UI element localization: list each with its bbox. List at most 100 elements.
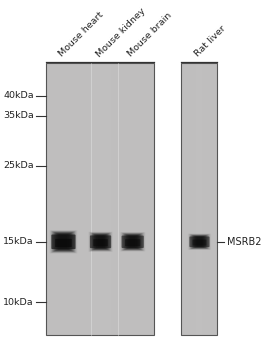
FancyBboxPatch shape: [189, 237, 210, 247]
Bar: [185, 63, 186, 335]
Bar: [70, 63, 72, 335]
FancyBboxPatch shape: [197, 237, 202, 246]
Bar: [186, 63, 187, 335]
FancyBboxPatch shape: [194, 236, 205, 247]
FancyBboxPatch shape: [130, 236, 136, 247]
FancyBboxPatch shape: [95, 234, 107, 249]
FancyBboxPatch shape: [193, 236, 206, 248]
Text: Mouse heart: Mouse heart: [57, 10, 105, 59]
FancyBboxPatch shape: [57, 234, 70, 250]
Bar: [139, 63, 141, 335]
FancyBboxPatch shape: [122, 233, 144, 251]
FancyBboxPatch shape: [129, 236, 136, 248]
Bar: [145, 63, 147, 335]
FancyBboxPatch shape: [191, 235, 208, 249]
FancyBboxPatch shape: [196, 237, 203, 247]
FancyBboxPatch shape: [92, 233, 109, 250]
FancyBboxPatch shape: [60, 235, 67, 248]
Bar: [93, 63, 96, 335]
Bar: [76, 63, 78, 335]
Bar: [115, 63, 117, 335]
Bar: [55, 63, 57, 335]
FancyBboxPatch shape: [190, 234, 209, 249]
FancyBboxPatch shape: [123, 233, 143, 251]
Bar: [152, 63, 154, 335]
Bar: [117, 63, 119, 335]
Bar: [213, 63, 214, 335]
Bar: [46, 63, 154, 335]
FancyBboxPatch shape: [124, 234, 141, 250]
FancyBboxPatch shape: [93, 234, 108, 250]
Bar: [199, 63, 200, 335]
Text: MSRB2: MSRB2: [227, 237, 261, 247]
Bar: [187, 63, 188, 335]
FancyBboxPatch shape: [98, 236, 103, 247]
FancyBboxPatch shape: [124, 233, 142, 250]
Bar: [181, 63, 217, 335]
FancyBboxPatch shape: [99, 237, 103, 247]
FancyBboxPatch shape: [96, 236, 105, 248]
FancyBboxPatch shape: [195, 236, 204, 247]
FancyBboxPatch shape: [196, 237, 203, 247]
Bar: [72, 63, 74, 335]
FancyBboxPatch shape: [92, 233, 109, 250]
FancyBboxPatch shape: [127, 235, 139, 248]
FancyBboxPatch shape: [91, 233, 110, 251]
Bar: [216, 63, 217, 335]
FancyBboxPatch shape: [126, 234, 140, 249]
Bar: [188, 63, 189, 335]
FancyBboxPatch shape: [125, 234, 140, 249]
FancyBboxPatch shape: [97, 236, 104, 248]
Bar: [201, 63, 202, 335]
Bar: [147, 63, 150, 335]
Bar: [59, 63, 61, 335]
Bar: [196, 63, 197, 335]
Bar: [214, 63, 215, 335]
Bar: [184, 63, 185, 335]
Bar: [128, 63, 130, 335]
FancyBboxPatch shape: [93, 234, 108, 250]
FancyBboxPatch shape: [90, 233, 111, 251]
Bar: [85, 63, 87, 335]
Bar: [189, 63, 190, 335]
Bar: [89, 63, 91, 335]
Bar: [194, 63, 195, 335]
Bar: [205, 63, 206, 335]
FancyBboxPatch shape: [125, 234, 140, 250]
FancyBboxPatch shape: [197, 237, 202, 246]
Bar: [143, 63, 145, 335]
Bar: [106, 63, 108, 335]
FancyBboxPatch shape: [198, 238, 201, 246]
Bar: [190, 63, 191, 335]
Bar: [119, 63, 121, 335]
Bar: [141, 63, 143, 335]
Bar: [98, 63, 100, 335]
FancyBboxPatch shape: [56, 233, 71, 251]
Bar: [83, 63, 85, 335]
FancyBboxPatch shape: [96, 235, 105, 248]
Bar: [102, 63, 104, 335]
Bar: [100, 63, 102, 335]
FancyBboxPatch shape: [55, 239, 72, 247]
Bar: [111, 63, 113, 335]
FancyBboxPatch shape: [93, 234, 108, 250]
FancyBboxPatch shape: [55, 233, 72, 251]
FancyBboxPatch shape: [192, 235, 207, 248]
FancyBboxPatch shape: [90, 232, 111, 251]
FancyBboxPatch shape: [193, 236, 206, 248]
FancyBboxPatch shape: [129, 236, 136, 247]
FancyBboxPatch shape: [192, 235, 207, 248]
Bar: [191, 63, 192, 335]
FancyBboxPatch shape: [97, 236, 104, 248]
FancyBboxPatch shape: [58, 234, 69, 250]
FancyBboxPatch shape: [128, 236, 137, 248]
FancyBboxPatch shape: [125, 239, 140, 246]
Text: Mouse brain: Mouse brain: [126, 11, 174, 59]
Bar: [68, 63, 70, 335]
FancyBboxPatch shape: [193, 239, 206, 246]
Bar: [124, 63, 126, 335]
FancyBboxPatch shape: [54, 232, 73, 251]
Bar: [210, 63, 211, 335]
Bar: [207, 63, 208, 335]
Bar: [136, 63, 139, 335]
